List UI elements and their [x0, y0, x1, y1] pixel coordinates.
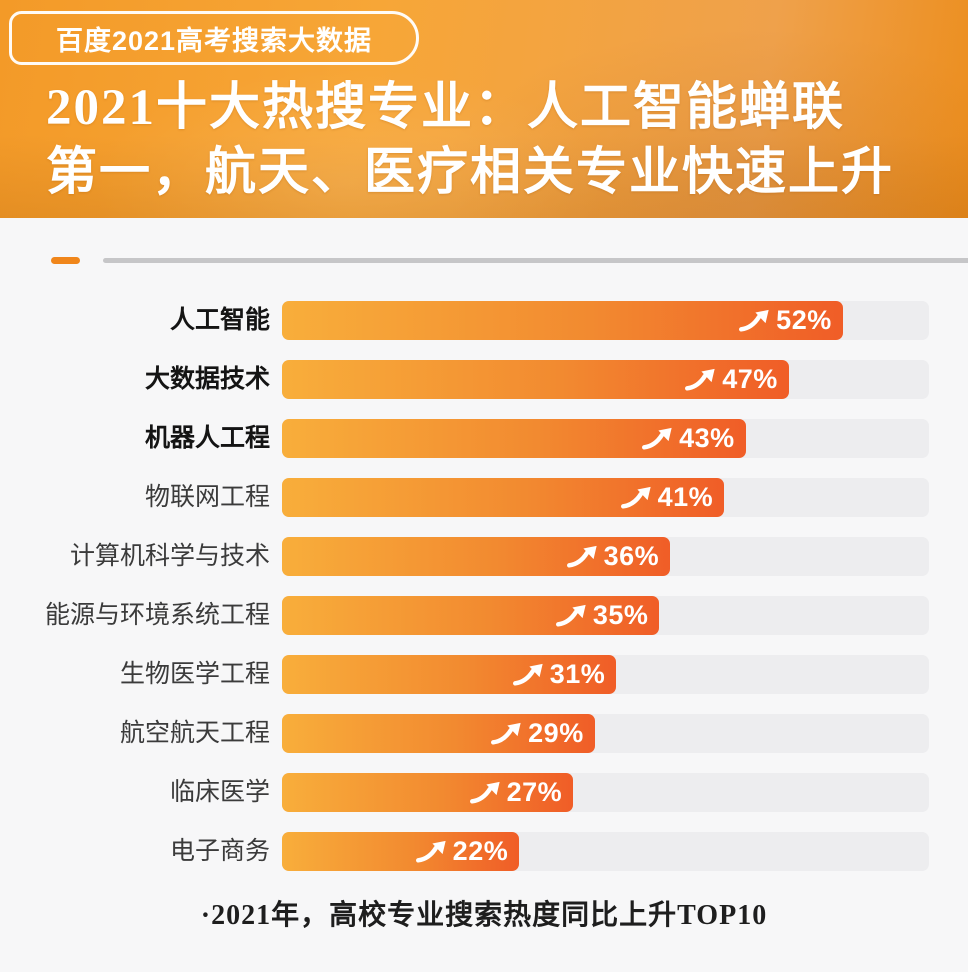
- bar-fill: 22%: [282, 832, 520, 871]
- divider-line: [103, 258, 968, 263]
- bar-value: 41%: [657, 482, 714, 512]
- bar-fill: 36%: [282, 537, 671, 576]
- bar-label: 能源与环境系统工程: [44, 601, 270, 629]
- source-badge: 百度2021高考搜索大数据: [9, 11, 419, 65]
- bar-track: 22%: [282, 832, 929, 871]
- bar-track: 29%: [282, 714, 929, 753]
- bar-track: 43%: [282, 419, 929, 458]
- chart-row: 机器人工程 43%: [0, 419, 968, 458]
- section-divider: [0, 257, 968, 264]
- bar-fill: 52%: [282, 301, 843, 340]
- bar-value: 43%: [679, 423, 735, 453]
- divider-dash-icon: [51, 257, 80, 264]
- bar-value: 36%: [603, 541, 660, 571]
- bar-track: 35%: [282, 596, 929, 635]
- bar-track: 31%: [282, 655, 929, 694]
- trend-up-icon: [642, 427, 672, 450]
- bar-label: 电子商务: [169, 837, 270, 865]
- bar-fill: 31%: [282, 655, 617, 694]
- bar-track: 27%: [282, 773, 929, 812]
- chart-row: 航空航天工程 29%: [0, 714, 968, 753]
- bar-value: 47%: [722, 364, 778, 394]
- title-line-1: 2021十大热搜专业：人工智能蝉联: [46, 80, 846, 136]
- bar-label: 大数据技术: [144, 365, 270, 393]
- trend-up-icon: [555, 604, 586, 627]
- bar-fill: 41%: [282, 478, 725, 517]
- chart-row: 人工智能 52%: [0, 301, 968, 340]
- bar-label: 航空航天工程: [119, 719, 270, 747]
- trend-up-icon: [491, 722, 521, 745]
- bar-track: 52%: [282, 301, 929, 340]
- bar-fill: 27%: [282, 773, 574, 812]
- bar-fill: 35%: [282, 596, 660, 635]
- chart-row: 能源与环境系统工程 35%: [0, 596, 968, 635]
- chart-footnote: ·2021年，高校专业搜索热度同比上升TOP10: [200, 900, 768, 931]
- chart-row: 物联网工程 41%: [0, 478, 968, 517]
- bar-track: 47%: [282, 360, 929, 399]
- title-line-2: 第一，航天、医疗相关专业快速上升: [46, 145, 895, 201]
- trend-up-icon: [415, 840, 446, 863]
- chart-row: 大数据技术 47%: [0, 360, 968, 399]
- bar-fill: 29%: [282, 714, 595, 753]
- trend-up-icon: [512, 663, 543, 686]
- source-badge-label: 百度2021高考搜索大数据: [55, 25, 373, 56]
- bar-track: 36%: [282, 537, 929, 576]
- trend-up-icon: [566, 545, 597, 568]
- chart-row: 临床医学 27%: [0, 773, 968, 812]
- chart-row: 生物医学工程 31%: [0, 655, 968, 694]
- bar-label: 物联网工程: [144, 483, 270, 511]
- bar-label: 机器人工程: [144, 424, 270, 452]
- header-banner: 百度2021高考搜索大数据 2021十大热搜专业：人工智能蝉联 第一，航天、医疗…: [0, 0, 968, 218]
- chart-row: 计算机科学与技术 36%: [0, 537, 968, 576]
- trend-up-icon: [620, 486, 651, 509]
- bar-value: 22%: [452, 836, 509, 866]
- bar-value: 35%: [592, 600, 649, 630]
- page-title: 2021十大热搜专业：人工智能蝉联 第一，航天、医疗相关专业快速上升: [46, 76, 951, 206]
- bar-value: 29%: [528, 718, 584, 748]
- chart-row: 电子商务 22%: [0, 832, 968, 871]
- bar-track: 41%: [282, 478, 929, 517]
- bar-label: 人工智能: [169, 306, 270, 334]
- bar-fill: 47%: [282, 360, 789, 399]
- bar-label: 生物医学工程: [119, 660, 270, 688]
- bar-value: 27%: [506, 777, 563, 807]
- bar-value: 31%: [549, 659, 606, 689]
- trend-up-icon: [469, 781, 500, 804]
- bar-label: 计算机科学与技术: [69, 542, 270, 570]
- bar-chart: 人工智能 52% 大数据技术 47% 机器人工程 43% 物联网工程 41% 计算机科学与技术 3…: [0, 301, 968, 891]
- bar-label: 临床医学: [169, 778, 270, 806]
- bar-value: 52%: [776, 305, 832, 335]
- trend-up-icon: [739, 309, 769, 332]
- trend-up-icon: [685, 368, 715, 391]
- bar-fill: 43%: [282, 419, 746, 458]
